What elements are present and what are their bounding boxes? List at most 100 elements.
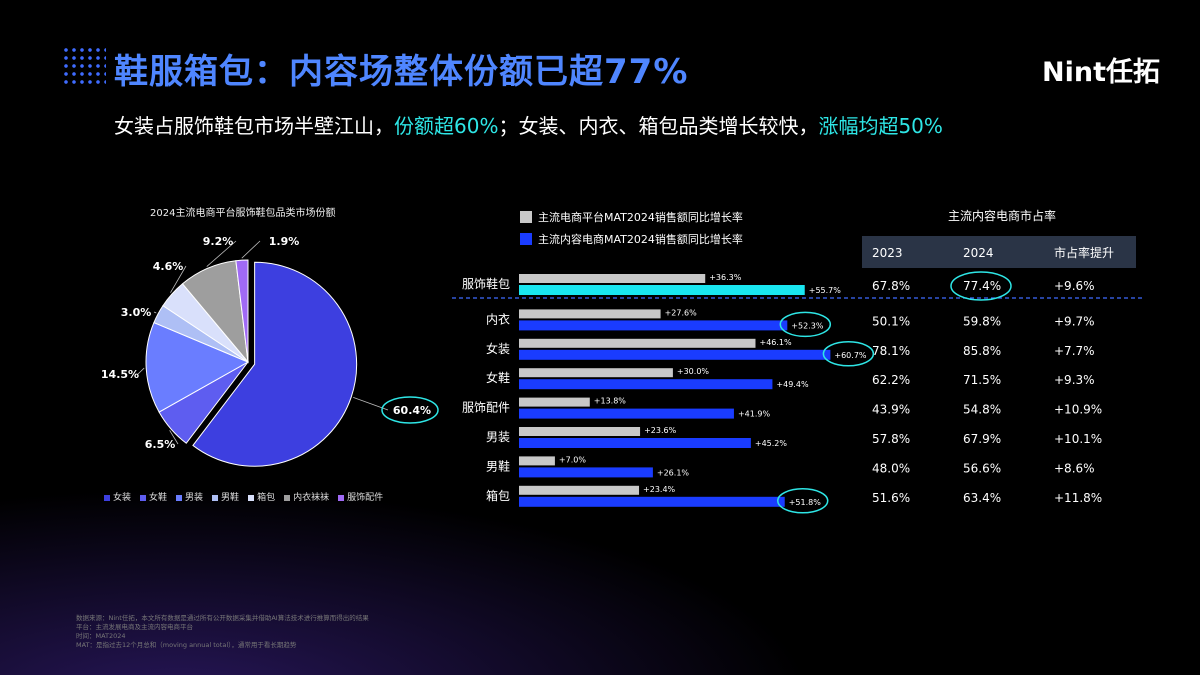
bar-category-label-1: 内衣 bbox=[486, 311, 510, 326]
bar-platform-value-3: +30.0% bbox=[677, 367, 710, 376]
pie-legend-swatch-1 bbox=[140, 494, 147, 501]
bar-content-1 bbox=[519, 320, 788, 331]
table-cell-3-0: 62.2% bbox=[872, 373, 910, 387]
footnote-line-1: 数据来源：Nint任拓，本文所有数据是通过所有公开数据采集并借助AI算法技术进行… bbox=[76, 614, 369, 622]
pie-legend-label-2: 男装 bbox=[185, 493, 204, 503]
table-cell-5-0: 57.8% bbox=[872, 432, 910, 446]
bar-platform-value-0: +36.3% bbox=[709, 273, 742, 282]
table-header-bg bbox=[862, 236, 1136, 268]
bar-legend-item-content: 主流内容电商MAT2024销售额同比增长率 bbox=[520, 229, 743, 251]
bar-category-label-5: 男装 bbox=[486, 430, 510, 444]
bar-legend: 主流电商平台MAT2024销售额同比增长率 主流内容电商MAT2024销售额同比… bbox=[520, 207, 743, 251]
pie-legend-label-0: 女装 bbox=[113, 493, 132, 503]
bar-platform-5 bbox=[519, 427, 641, 436]
pie-value-label-2: 14.5% bbox=[101, 368, 139, 381]
pie-legend-item-0: 女装 bbox=[104, 490, 131, 503]
dot-grid-decoration bbox=[62, 46, 106, 86]
footnote-line-3: 时间：MAT2024 bbox=[76, 632, 126, 640]
table-cell-6-0: 48.0% bbox=[872, 461, 910, 475]
bar-category-label-3: 女鞋 bbox=[486, 370, 510, 385]
bar-platform-1 bbox=[519, 309, 661, 319]
page-title: 鞋服箱包：内容场整体份额已超77% bbox=[114, 52, 689, 92]
highlight-ellipse-underwear bbox=[779, 311, 832, 338]
subtitle-highlight-1: 份额超60% bbox=[394, 114, 499, 138]
bar-platform-value-5: +23.6% bbox=[644, 426, 677, 435]
table-cell-6-1: 56.6% bbox=[963, 461, 1001, 475]
table-cell-3-1: 71.5% bbox=[963, 373, 1001, 387]
pie-leader-line-6 bbox=[241, 240, 261, 259]
table-cell-7-0: 51.6% bbox=[872, 491, 910, 505]
table-cell-4-2: +10.9% bbox=[1054, 403, 1102, 417]
table-cell-1-1: 59.8% bbox=[963, 314, 1001, 328]
bar-content-value-2: +60.7% bbox=[834, 351, 867, 360]
legend-swatch-gray bbox=[520, 211, 532, 223]
bar-content-value-6: +26.1% bbox=[657, 468, 690, 477]
table-cell-2-2: +7.7% bbox=[1054, 344, 1095, 358]
bar-content-value-3: +49.4% bbox=[776, 380, 809, 389]
subtitle-highlight-2: 涨幅均超50% bbox=[818, 114, 943, 138]
table-cell-2-0: 78.1% bbox=[872, 344, 910, 358]
table-cell-0-1: 77.4% bbox=[963, 279, 1001, 293]
pie-legend-label-5: 内衣袜袜 bbox=[293, 493, 330, 503]
pie-value-label-5: 9.2% bbox=[203, 235, 234, 248]
bar-category-label-7: 箱包 bbox=[486, 488, 510, 503]
highlight-ellipse-share-2024 bbox=[950, 271, 1012, 301]
bar-platform-2 bbox=[519, 338, 756, 348]
highlight-ellipse-pie bbox=[381, 396, 439, 424]
pie-legend-label-3: 男鞋 bbox=[221, 493, 240, 503]
table-cell-7-2: +11.8% bbox=[1054, 491, 1102, 505]
bar-content-value-4: +41.9% bbox=[738, 410, 771, 419]
table-cell-0-0: 67.8% bbox=[872, 279, 910, 293]
pie-value-label-6: 1.9% bbox=[269, 235, 300, 248]
table-header-0: 2023 bbox=[872, 246, 903, 260]
bar-content-4 bbox=[519, 408, 734, 419]
table-header-1: 2024 bbox=[963, 246, 994, 260]
bar-content-2 bbox=[519, 349, 831, 360]
bar-platform-4 bbox=[519, 397, 590, 407]
pie-chart-title: 2024主流电商平台服饰鞋包品类市场份额 bbox=[150, 208, 336, 219]
pie-legend: 女装 女鞋 男装 男鞋 箱包 内衣袜袜 服饰配件 bbox=[104, 490, 392, 503]
pie-legend-swatch-6 bbox=[338, 494, 345, 501]
table-cell-0-2: +9.6% bbox=[1054, 279, 1095, 293]
bar-category-label-2: 女装 bbox=[486, 341, 510, 356]
bar-category-label-4: 服饰配件 bbox=[462, 401, 510, 415]
pie-legend-item-4: 箱包 bbox=[248, 490, 275, 503]
pie-legend-swatch-0 bbox=[104, 494, 110, 501]
subtitle-part-2: ；女装、内衣、箱包品类增长较快， bbox=[498, 114, 819, 138]
footnote-line-4: MAT：是指过去12个月总和（moving annual total），通常用于… bbox=[76, 641, 297, 649]
pie-legend-item-1: 女鞋 bbox=[140, 490, 167, 503]
pie-legend-swatch-5 bbox=[284, 494, 291, 501]
pie-slice-0 bbox=[192, 261, 358, 467]
pie-legend-item-6: 服饰配件 bbox=[338, 490, 383, 503]
bar-platform-0 bbox=[519, 274, 706, 283]
pie-legend-swatch-3 bbox=[212, 494, 219, 501]
table-cell-2-1: 85.8% bbox=[963, 344, 1001, 358]
table-title: 主流内容电商市占率 bbox=[948, 209, 1057, 223]
subtitle: 女装占服饰鞋包市场半壁江山，份额超60%；女装、内衣、箱包品类增长较快，涨幅均超… bbox=[114, 110, 943, 139]
table-cell-5-2: +10.1% bbox=[1054, 432, 1102, 446]
pie-leader-line-5 bbox=[206, 240, 237, 267]
pie-value-label-1: 6.5% bbox=[145, 438, 176, 451]
pie-legend-swatch-4 bbox=[248, 494, 255, 501]
pie-slice-2 bbox=[145, 321, 250, 413]
bar-platform-value-1: +27.6% bbox=[665, 308, 698, 317]
bar-content-3 bbox=[519, 379, 773, 390]
table-cell-3-2: +9.3% bbox=[1054, 373, 1095, 387]
pie-leader-line-4 bbox=[170, 265, 187, 293]
table-cell-4-1: 54.8% bbox=[963, 403, 1001, 417]
bar-content-0 bbox=[519, 285, 805, 295]
bar-platform-3 bbox=[519, 368, 673, 378]
bar-legend-label-platform: 主流电商平台MAT2024销售额同比增长率 bbox=[538, 211, 743, 224]
pie-value-label-3: 3.0% bbox=[121, 306, 152, 319]
legend-swatch-blue bbox=[520, 233, 532, 245]
pie-slice-6 bbox=[235, 259, 249, 363]
pie-legend-item-2: 男装 bbox=[176, 490, 203, 503]
bar-category-label-0: 服饰鞋包 bbox=[462, 276, 510, 291]
table-cell-7-1: 63.4% bbox=[963, 491, 1001, 505]
pie-legend-swatch-2 bbox=[176, 494, 183, 501]
pie-chart: 60.4% 6.5% 14.5% 3.0% 4.6% 9.2% 1.9% bbox=[101, 235, 439, 467]
subtitle-part-1: 女装占服饰鞋包市场半壁江山， bbox=[114, 114, 394, 138]
pie-legend-label-6: 服饰配件 bbox=[347, 493, 384, 503]
bar-legend-item-platform: 主流电商平台MAT2024销售额同比增长率 bbox=[520, 207, 743, 229]
